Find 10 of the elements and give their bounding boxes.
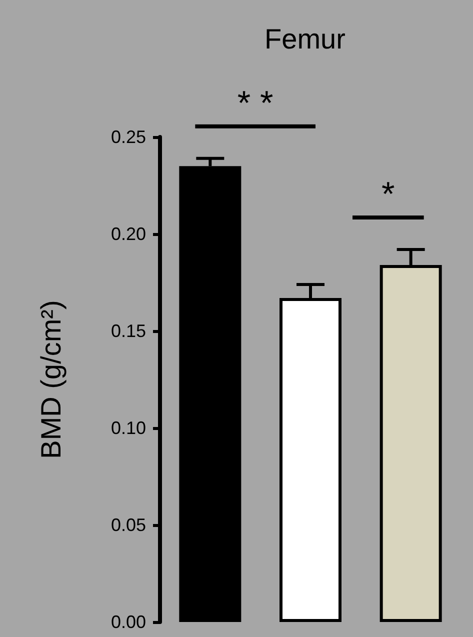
y-tick-label: 0.15: [110, 321, 146, 341]
chart-title: Femur: [264, 24, 346, 54]
y-tick-label: 0.05: [110, 515, 146, 535]
y-tick-label: 0.20: [110, 224, 146, 244]
y-tick-label: 0.00: [110, 612, 146, 632]
y-tick-label: 0.10: [110, 418, 146, 438]
text: * *: [237, 84, 274, 122]
y-axis-title: BMD (g/cm²): [36, 300, 66, 459]
y-tick-label: 0.25: [110, 127, 146, 147]
annotation: *: [382, 176, 395, 214]
